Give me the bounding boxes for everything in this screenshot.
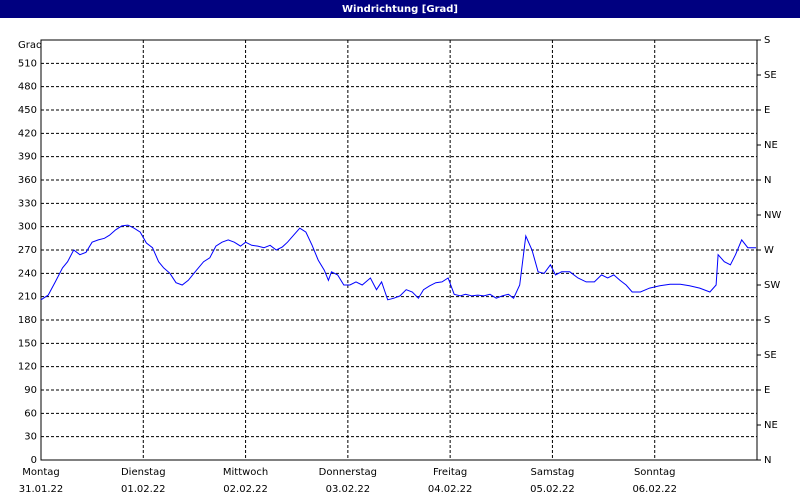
y-tick-label: 390 — [18, 152, 37, 163]
y2-tick-label: S — [764, 35, 770, 46]
y2-tick-label: NW — [764, 210, 781, 221]
y-tick-label: 420 — [18, 128, 37, 139]
y-tick-label: 90 — [24, 385, 37, 396]
title-bar — [0, 0, 800, 18]
y2-tick-label: E — [764, 105, 770, 116]
x-tick-label: Samstag — [531, 467, 575, 478]
y2-tick-label: E — [764, 385, 770, 396]
x-tick-label: Freitag — [433, 467, 467, 478]
y-tick-label: 180 — [18, 315, 37, 326]
y-tick-label: 480 — [18, 82, 37, 93]
data-line — [40, 224, 756, 301]
y-tick-label: 270 — [18, 245, 37, 256]
x-tick-date: 02.02.22 — [223, 484, 268, 495]
x-tick-date: 03.02.22 — [326, 484, 371, 495]
x-tick-label: Sonntag — [634, 467, 676, 478]
x-tick-label: Donnerstag — [319, 467, 377, 478]
y-tick-label: 240 — [18, 268, 37, 279]
y-tick-label: 150 — [18, 338, 37, 349]
y2-tick-label: W — [764, 245, 774, 256]
y-tick-label: 300 — [18, 222, 37, 233]
y2-tick-label: S — [764, 315, 770, 326]
y2-tick-label: NE — [764, 140, 778, 151]
y-tick-label: 330 — [18, 198, 37, 209]
y-tick-label: 210 — [18, 292, 37, 303]
chart-title: Windrichtung [Grad] — [342, 4, 458, 15]
y2-tick-label: NE — [764, 420, 778, 431]
x-tick-date: 31.01.22 — [19, 484, 64, 495]
y-tick-label: 120 — [18, 362, 37, 373]
x-tick-label: Montag — [22, 467, 59, 478]
x-tick-label: Dienstag — [121, 467, 166, 478]
y2-tick-label: SE — [764, 70, 777, 81]
y2-tick-label: N — [764, 455, 771, 466]
y-tick-label: 60 — [24, 408, 37, 419]
y2-tick-label: N — [764, 175, 771, 186]
x-tick-date: 05.02.22 — [530, 484, 575, 495]
y-tick-label: 510 — [18, 58, 37, 69]
x-tick-date: 06.02.22 — [632, 484, 677, 495]
y-tick-label: 360 — [18, 175, 37, 186]
y-tick-label: 30 — [24, 432, 37, 443]
y-tick-label: 450 — [18, 105, 37, 116]
x-tick-date: 01.02.22 — [121, 484, 166, 495]
y2-tick-label: SE — [764, 350, 777, 361]
y2-tick-label: SW — [764, 280, 780, 291]
y-tick-label: 0 — [31, 455, 37, 466]
y-axis-label: Grad — [18, 40, 42, 51]
x-tick-date: 04.02.22 — [428, 484, 473, 495]
x-tick-label: Mittwoch — [223, 467, 268, 478]
